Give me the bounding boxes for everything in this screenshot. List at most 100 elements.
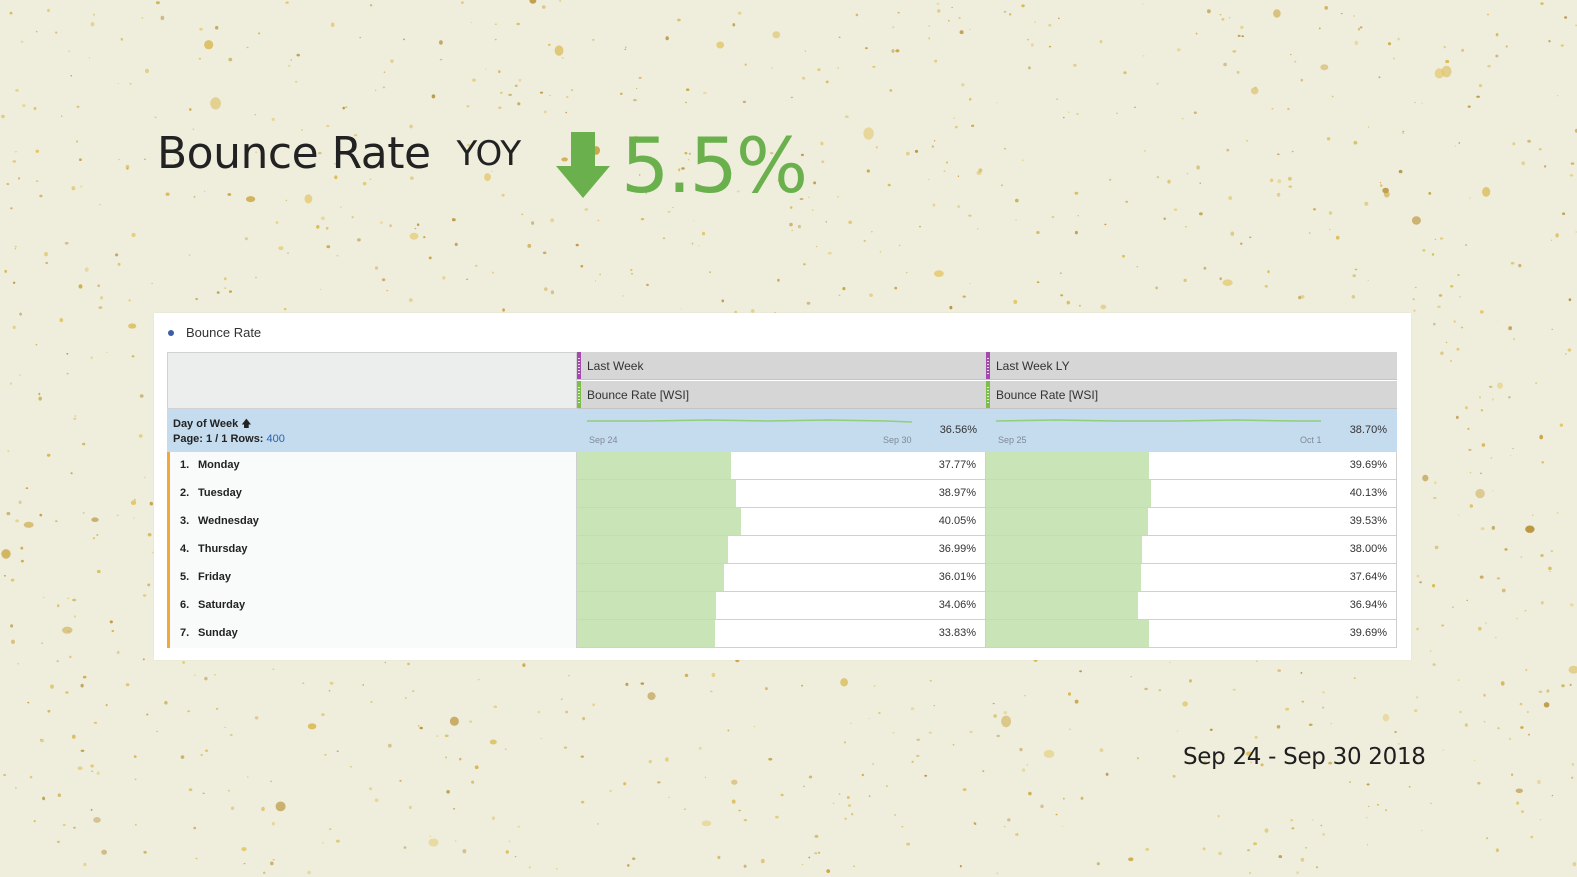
- drag-handle-icon[interactable]: [577, 381, 581, 408]
- value-bar: [577, 620, 716, 647]
- card-title-label: Bounce Rate: [186, 325, 262, 340]
- value-bar: [577, 536, 729, 563]
- yoy-label: YOY: [456, 133, 522, 174]
- row-label-cell: 5. Friday: [167, 564, 577, 592]
- row-index: 6.: [180, 599, 190, 611]
- row-label-cell: 3. Wednesday: [167, 508, 577, 536]
- value-label: 36.94%: [1349, 599, 1387, 611]
- column-header-metric-0[interactable]: Bounce Rate [WSI]: [577, 381, 987, 409]
- card-title: Bounce Rate: [168, 325, 261, 340]
- value-cell: 40.13%: [986, 480, 1397, 508]
- column-header-metric-1[interactable]: Bounce Rate [WSI]: [986, 381, 1397, 409]
- value-bar: [577, 564, 725, 591]
- sparkline-1: Sep 25 Oct 1 38.70%: [986, 409, 1397, 452]
- row-index: 3.: [180, 515, 190, 527]
- row-index: 2.: [180, 487, 190, 499]
- yoy-change: 5.5%: [555, 121, 808, 210]
- headline: Bounce Rate YOY: [157, 128, 521, 179]
- sparkline-line: [996, 419, 1321, 422]
- value-label: 39.69%: [1349, 459, 1387, 471]
- value-cell: 36.01%: [577, 564, 986, 592]
- series-dot-icon: [168, 329, 174, 336]
- row-label-cell: 4. Thursday: [167, 536, 577, 564]
- row-accent: [167, 564, 170, 592]
- summary-row: Day of Week 🡅 Page: 1 / 1 Rows: 400 Sep …: [167, 409, 1397, 452]
- value-cell: 36.94%: [986, 592, 1397, 620]
- drag-handle-icon[interactable]: [986, 381, 990, 408]
- row-name: Thursday: [198, 543, 248, 555]
- value-cell: 33.83%: [577, 620, 986, 648]
- sparkline-end: Sep 30: [883, 435, 912, 445]
- arrow-down-icon: [556, 132, 610, 198]
- row-name: Tuesday: [198, 487, 242, 499]
- value-label: 39.69%: [1349, 627, 1387, 639]
- row-label-cell: 6. Saturday: [167, 592, 577, 620]
- row-index: 7.: [180, 627, 190, 639]
- table-row[interactable]: 5. Friday 36.01% 37.64%: [167, 564, 1397, 592]
- row-label-cell: 2. Tuesday: [167, 480, 577, 508]
- value-bar: [986, 508, 1149, 535]
- arrow-up-icon[interactable]: 🡅: [241, 419, 252, 430]
- value-cell: 36.99%: [577, 536, 986, 564]
- date-range: Sep 24 - Sep 30 2018: [1183, 744, 1426, 770]
- value-label: 36.01%: [938, 571, 976, 583]
- value-cell: 39.69%: [986, 452, 1397, 480]
- row-name: Friday: [198, 571, 232, 583]
- column-total: 38.70%: [1349, 424, 1387, 436]
- value-bar: [986, 536, 1143, 563]
- row-label-cell: 1. Monday: [167, 452, 577, 480]
- table-row[interactable]: 7. Sunday 33.83% 39.69%: [167, 620, 1397, 648]
- table-row[interactable]: 2. Tuesday 38.97% 40.13%: [167, 480, 1397, 508]
- value-cell: 38.97%: [577, 480, 986, 508]
- column-total: 36.56%: [939, 424, 977, 436]
- sparkline-line: [587, 419, 913, 423]
- table-row[interactable]: 6. Saturday 34.06% 36.94%: [167, 592, 1397, 620]
- row-accent: [167, 480, 170, 508]
- row-name: Saturday: [198, 599, 246, 611]
- drag-handle-icon[interactable]: [577, 352, 581, 379]
- sparkline-start: Sep 25: [998, 435, 1027, 445]
- row-accent: [167, 592, 170, 620]
- value-bar: [986, 620, 1150, 647]
- value-cell: 34.06%: [577, 592, 986, 620]
- dimension-label[interactable]: Day of Week: [173, 418, 239, 430]
- row-accent: [167, 508, 170, 536]
- value-cell: 39.53%: [986, 508, 1397, 536]
- value-label: 40.13%: [1349, 487, 1387, 499]
- row-name: Sunday: [198, 627, 238, 639]
- table-row[interactable]: 3. Wednesday 40.05% 39.53%: [167, 508, 1397, 536]
- value-cell: 37.64%: [986, 564, 1397, 592]
- dimension-info: Day of Week 🡅 Page: 1 / 1 Rows: 400: [173, 417, 285, 446]
- page-info: Page: 1 / 1 Rows:: [173, 433, 264, 445]
- value-bar: [986, 564, 1141, 591]
- row-name: Monday: [198, 459, 240, 471]
- value-cell: 37.77%: [577, 452, 986, 480]
- value-label: 34.06%: [938, 599, 976, 611]
- column-header-period-0[interactable]: Last Week: [577, 352, 987, 380]
- value-bar: [577, 592, 717, 619]
- value-label: 33.83%: [938, 627, 976, 639]
- value-label: 38.00%: [1349, 543, 1387, 555]
- column-header-period-1[interactable]: Last Week LY: [986, 352, 1397, 380]
- row-accent: [167, 452, 170, 480]
- row-name: Wednesday: [198, 515, 259, 527]
- yoy-change-value: 5.5%: [621, 121, 808, 210]
- value-cell: 38.00%: [986, 536, 1397, 564]
- sparkline-start: Sep 24: [589, 435, 618, 445]
- row-label-cell: 7. Sunday: [167, 620, 577, 648]
- table-row[interactable]: 1. Monday 37.77% 39.69%: [167, 452, 1397, 480]
- value-cell: 40.05%: [577, 508, 986, 536]
- value-bar: [577, 452, 732, 479]
- value-bar: [577, 508, 741, 535]
- table-row[interactable]: 4. Thursday 36.99% 38.00%: [167, 536, 1397, 564]
- value-label: 38.97%: [938, 487, 976, 499]
- sparkline-0: Sep 24 Sep 30 36.56%: [577, 409, 987, 452]
- row-accent: [167, 536, 170, 564]
- row-index: 4.: [180, 543, 190, 555]
- value-label: 36.99%: [938, 543, 976, 555]
- value-bar: [986, 452, 1150, 479]
- drag-handle-icon[interactable]: [986, 352, 990, 379]
- value-label: 39.53%: [1349, 515, 1387, 527]
- rows-count-link[interactable]: 400: [266, 433, 285, 445]
- value-bar: [986, 592, 1138, 619]
